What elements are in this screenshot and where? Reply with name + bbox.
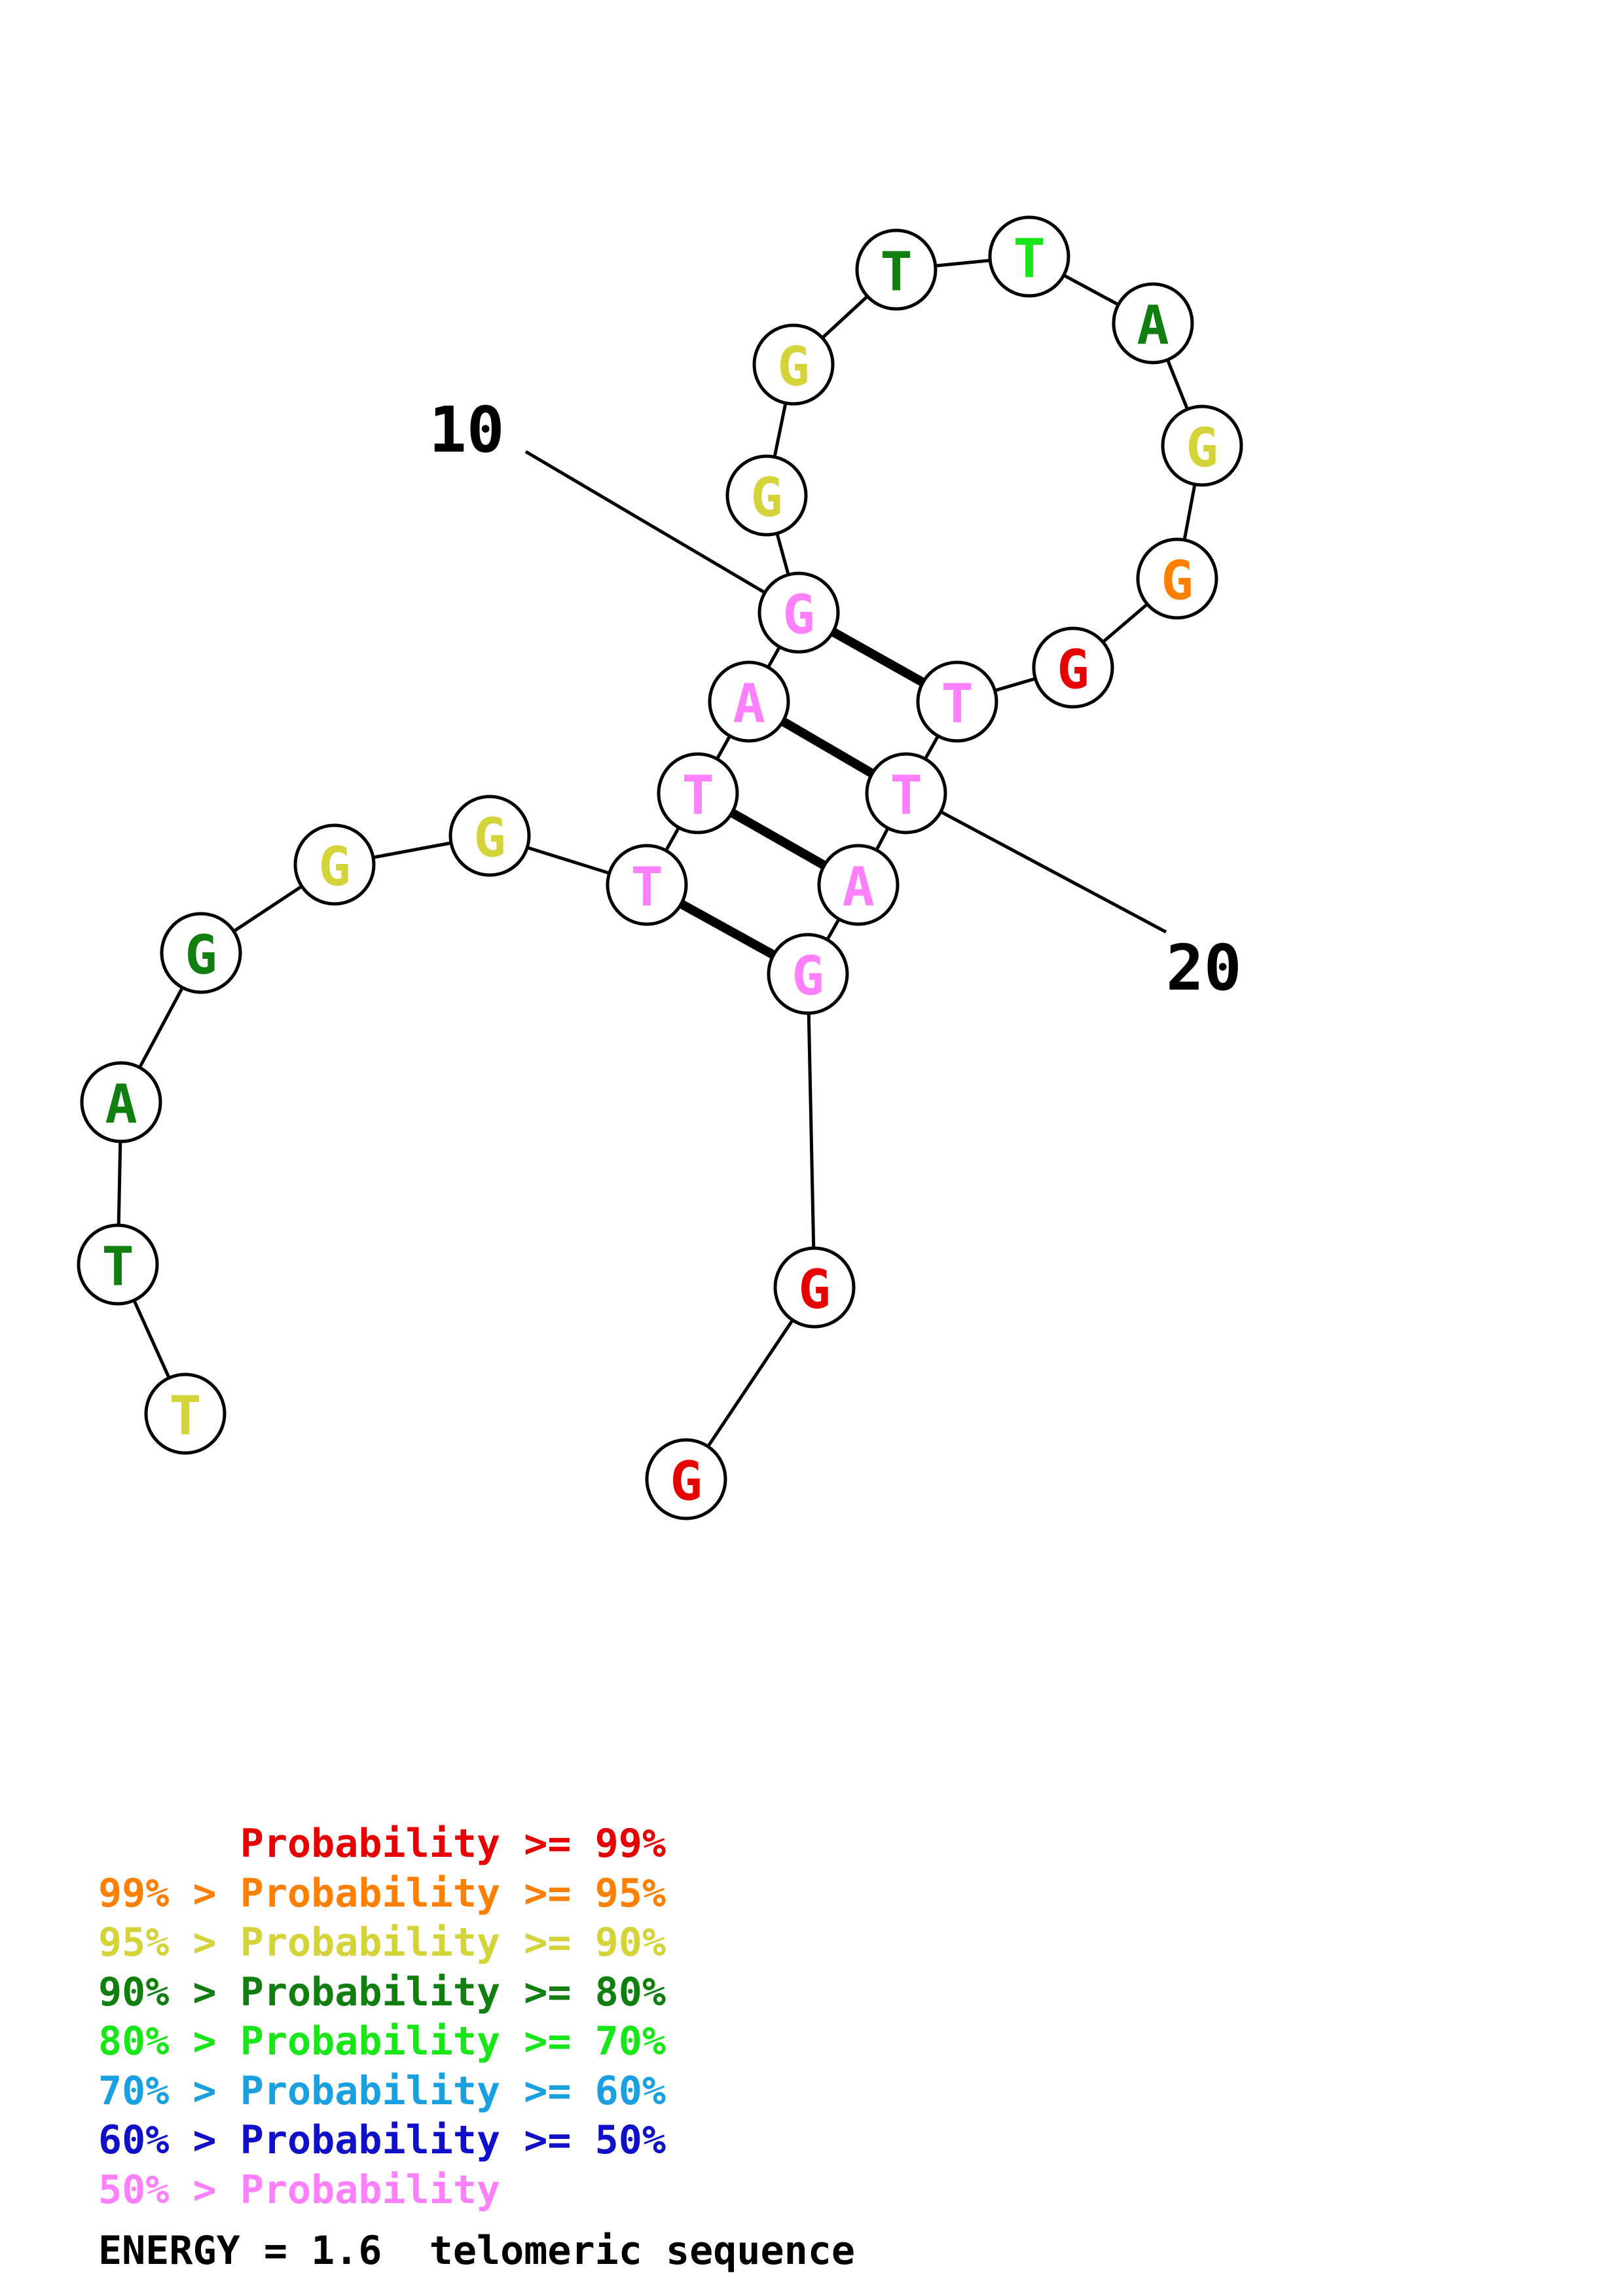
nucleotide-letter: A — [733, 673, 765, 736]
base-pair-bond — [780, 717, 875, 778]
nucleotide-node: T — [144, 1372, 227, 1455]
nucleotide-letter: G — [798, 1259, 830, 1321]
nucleotide-circle — [160, 912, 242, 994]
nucleotide-node: G — [293, 823, 376, 906]
base-pair-bond — [830, 628, 926, 687]
nucleotide-letter: G — [670, 1451, 702, 1513]
nucleotide-node: G — [1161, 404, 1243, 487]
nucleotide-node: G — [725, 454, 808, 537]
nucleotide-node: T — [657, 752, 739, 834]
legend-entry: 99% > Probability >= 95% — [98, 1870, 666, 1916]
nucleotide-letter: T — [682, 765, 714, 827]
nucleotide-letter: T — [890, 765, 922, 827]
nucleotide-circle — [817, 844, 900, 926]
nucleotide-node: T — [988, 215, 1070, 298]
nucleotide-circle — [725, 454, 808, 537]
probability-legend: Probability >= 99% 99% > Probability >= 9… — [98, 1820, 666, 2215]
legend-entry: 70% > Probability >= 60% — [98, 2068, 666, 2114]
nucleotide-node: G — [448, 795, 531, 877]
legend-entry: 50% > Probability — [98, 2166, 501, 2213]
nucleotide-letter: G — [185, 925, 217, 987]
nucleotide-node: T — [916, 660, 998, 743]
nucleotide-letter: T — [101, 1236, 134, 1299]
nucleotide-circle — [988, 215, 1070, 298]
nucleotide-circle — [80, 1061, 162, 1143]
nucleotide-node: G — [160, 912, 242, 994]
nucleotide-node: G — [1136, 537, 1218, 620]
energy-footer: ENERGY = 1.6 telomeric sequence — [98, 2228, 855, 2274]
nucleotide-letter: A — [1137, 295, 1169, 357]
nucleotide-letter: G — [473, 808, 505, 870]
nucleotide-circle — [606, 844, 688, 926]
nucleotide-circle — [77, 1223, 159, 1306]
legend-entry: Probability >= 99% — [98, 1821, 666, 1867]
nucleotide-node: A — [817, 844, 900, 926]
nucleotide-node: G — [757, 571, 840, 654]
nucleotide-circle — [1112, 282, 1194, 365]
nucleotide-letter: G — [1186, 418, 1218, 480]
nucleotide-letter: T — [880, 242, 912, 304]
index-label: 20 — [1166, 931, 1242, 1005]
legend-entry: 80% > Probability >= 70% — [98, 2018, 666, 2064]
nucleotide-letter: G — [777, 336, 809, 399]
nucleotide-circle — [773, 1246, 856, 1329]
nucleotide-node: G — [752, 323, 835, 406]
nucleotide-node: G — [1032, 626, 1114, 709]
base-pair-bond — [729, 808, 827, 870]
nucleotide-circle — [448, 795, 531, 877]
base-pair-bond — [679, 899, 776, 960]
nucleotide-node: A — [1112, 282, 1194, 365]
base-pair-bonds — [679, 628, 926, 960]
nucleotide-circle — [645, 1438, 727, 1520]
nucleotide-letter: A — [105, 1074, 137, 1136]
nucleotide-node: G — [645, 1438, 727, 1520]
nucleotide-circle — [855, 228, 938, 311]
nucleotide-letter: G — [750, 467, 782, 529]
nucleotide-node: A — [708, 660, 790, 743]
nucleotide-node: T — [606, 844, 688, 926]
nucleotide-circle — [752, 323, 835, 406]
legend-entry: 95% > Probability >= 90% — [98, 1920, 666, 1965]
index-label: 10 — [429, 393, 505, 467]
nucleotide-circle — [1136, 537, 1218, 620]
nucleotide-node: G — [773, 1246, 856, 1329]
nucleotide-circle — [916, 660, 998, 743]
nucleotide-node: G — [767, 933, 849, 1015]
nucleotide-circle — [767, 933, 849, 1015]
nucleotide-letter: T — [169, 1386, 201, 1448]
nucleotide-letter: G — [782, 584, 814, 647]
nucleotide-circle — [293, 823, 376, 906]
legend-entry: 60% > Probability >= 50% — [98, 2117, 666, 2163]
index-tick — [905, 791, 1167, 934]
nucleotide-letter: G — [318, 836, 350, 899]
nucleotide-letter: T — [1013, 228, 1045, 291]
legend-entry: 90% > Probability >= 80% — [98, 1969, 666, 2015]
nucleotide-circle — [1032, 626, 1114, 709]
nucleotide-node: T — [865, 752, 947, 834]
nucleotide-node: A — [80, 1061, 162, 1143]
nucleotide-circle — [708, 660, 790, 743]
nucleotide-circle — [1161, 404, 1243, 487]
nucleotide-node: T — [855, 228, 938, 311]
nucleotide-circle — [144, 1372, 227, 1455]
index-ticks — [524, 450, 1167, 934]
nucleotide-circle — [865, 752, 947, 834]
nucleotide-letter: G — [1161, 550, 1193, 613]
index-tick — [524, 450, 800, 615]
nucleotide-letter: A — [842, 857, 874, 919]
nucleotide-letter: T — [941, 673, 973, 736]
nucleotide-letter: G — [792, 946, 824, 1008]
backbone-segment — [806, 973, 816, 1288]
nucleotide-letter: T — [630, 857, 663, 919]
nucleotide-circle — [657, 752, 739, 834]
nucleotide-circle — [757, 571, 840, 654]
nucleotide-letter: G — [1057, 639, 1089, 702]
index-labels: 10 20 — [429, 393, 1242, 1005]
nucleotide-node: T — [77, 1223, 159, 1306]
